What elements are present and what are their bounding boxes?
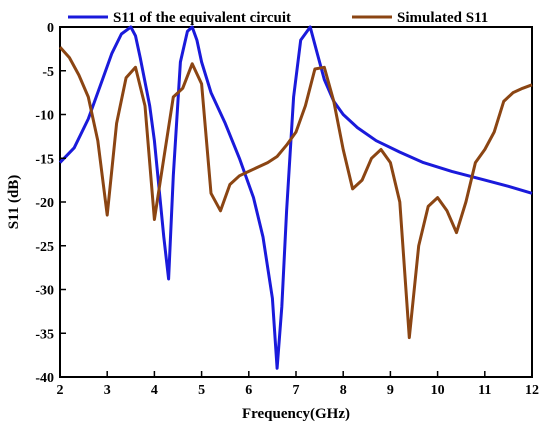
legend-label-equivalent-circuit: S11 of the equivalent circuit bbox=[113, 10, 291, 26]
x-tick-label: 11 bbox=[478, 383, 491, 398]
x-tick-label: 3 bbox=[104, 383, 111, 398]
y-tick-label: -20 bbox=[35, 196, 54, 211]
series-layer bbox=[58, 25, 533, 370]
y-tick-label: -10 bbox=[35, 109, 54, 124]
y-tick-label: 0 bbox=[47, 21, 54, 36]
y-tick-label: -25 bbox=[35, 240, 54, 255]
x-tick-label: 12 bbox=[525, 383, 539, 398]
x-tick-label: 2 bbox=[57, 383, 64, 398]
x-axis-title: Frequency(GHz) bbox=[242, 406, 350, 422]
ticks-layer: 2 3 4 5 6 7 8 9 10 11 12 0 -5 -10 -15 -20 -25 -30 -35 -40 bbox=[35, 21, 539, 398]
x-tick-label: 6 bbox=[245, 383, 252, 398]
y-tick-label: -15 bbox=[35, 152, 54, 167]
y-tick-label: -35 bbox=[35, 327, 54, 342]
y-tick-label: -30 bbox=[35, 284, 54, 299]
series-line-equivalent-circuit bbox=[58, 25, 533, 370]
y-tick-label: -5 bbox=[42, 65, 54, 80]
legend: S11 of the equivalent circuit Simulated … bbox=[68, 10, 488, 26]
y-axis-title: S11 (dB) bbox=[6, 175, 22, 230]
x-tick-label: 10 bbox=[431, 383, 445, 398]
x-tick-label: 9 bbox=[387, 383, 394, 398]
x-tick-label: 7 bbox=[293, 383, 300, 398]
x-tick-label: 8 bbox=[340, 383, 347, 398]
x-tick-label: 4 bbox=[151, 383, 158, 398]
legend-label-simulated: Simulated S11 bbox=[397, 10, 488, 26]
y-tick-label: -40 bbox=[35, 371, 54, 386]
series-line-simulated bbox=[58, 46, 533, 340]
x-tick-label: 5 bbox=[198, 383, 205, 398]
